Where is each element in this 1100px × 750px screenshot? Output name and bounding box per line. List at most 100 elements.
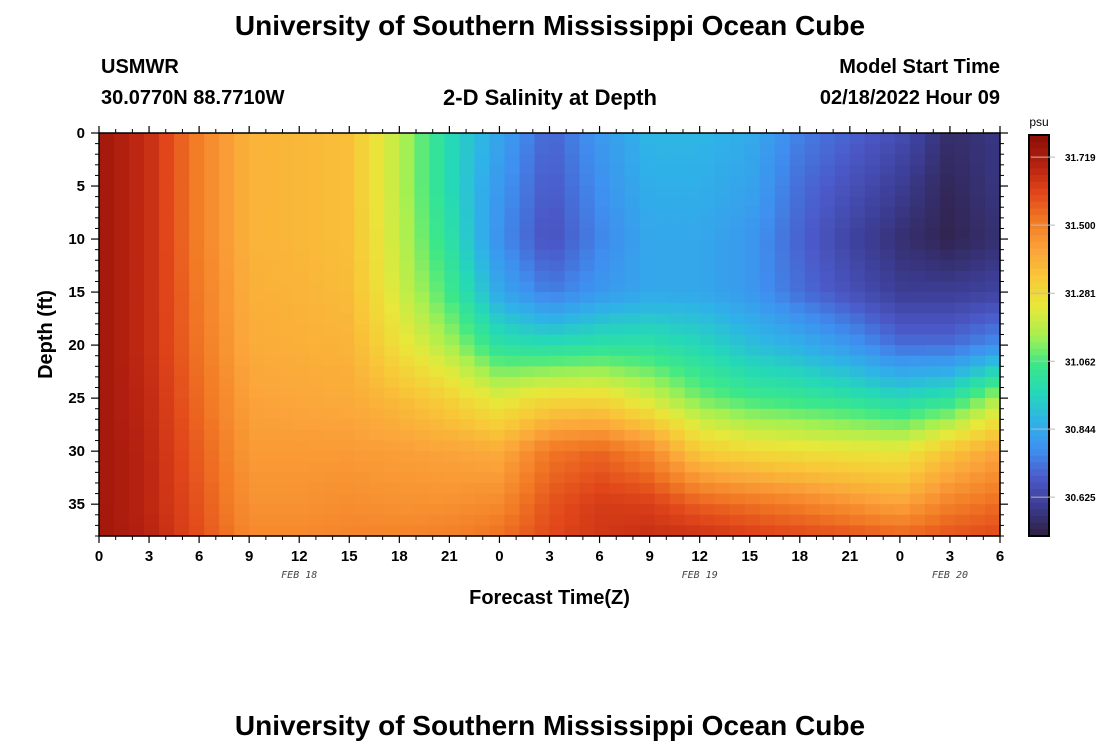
colorbar-segment: [1029, 155, 1049, 163]
heatmap-cell: [564, 398, 581, 410]
heatmap-cell: [474, 429, 491, 442]
heatmap-cell: [579, 196, 596, 208]
heatmap-cell: [939, 472, 956, 484]
heatmap-cell: [504, 376, 521, 389]
heatmap-cell: [954, 207, 971, 219]
heatmap-cell: [489, 217, 506, 230]
heatmap-cell: [549, 387, 566, 399]
heatmap-cell: [174, 292, 190, 304]
heatmap-cell: [429, 281, 445, 293]
heatmap-cell: [774, 175, 791, 187]
heatmap-cell: [669, 281, 686, 293]
heatmap-cell: [264, 196, 280, 208]
heatmap-cell: [384, 249, 400, 261]
colorbar-tick-label: 31.500: [1065, 221, 1096, 232]
heatmap-cell: [129, 270, 145, 283]
heatmap-cell: [924, 133, 941, 145]
heatmap-cell: [759, 376, 776, 389]
heatmap-cell: [924, 429, 941, 442]
heatmap-cell: [189, 260, 205, 272]
heatmap-cell: [444, 355, 460, 367]
colorbar-segment: [1029, 288, 1049, 296]
heatmap-cell: [294, 429, 310, 442]
heatmap-cell: [819, 186, 836, 198]
heatmap-cell: [354, 525, 370, 537]
heatmap-cell: [639, 345, 656, 357]
heatmap-cell: [339, 376, 355, 389]
heatmap-cell: [909, 143, 926, 155]
heatmap-cell: [429, 514, 445, 526]
heatmap-cell: [474, 228, 491, 240]
heatmap-cell: [99, 355, 115, 367]
heatmap-cell: [504, 514, 521, 526]
heatmap-cell: [744, 249, 761, 261]
heatmap-cell: [414, 270, 430, 283]
heatmap-cell: [654, 281, 671, 293]
heatmap-cell: [204, 292, 220, 304]
heatmap-cell: [729, 323, 746, 336]
heatmap-cell: [909, 228, 926, 240]
heatmap-cell: [579, 472, 596, 484]
heatmap-cell: [519, 196, 536, 208]
heatmap-cell: [969, 398, 986, 410]
heatmap-cell: [939, 451, 956, 463]
heatmap-cell: [399, 207, 415, 219]
heatmap-cell: [789, 323, 806, 336]
heatmap-cell: [729, 292, 746, 304]
heatmap-cell: [339, 493, 355, 505]
heatmap-cell: [924, 366, 941, 378]
heatmap-cell: [864, 133, 881, 145]
heatmap-cell: [129, 196, 145, 208]
heatmap-cell: [99, 440, 115, 452]
heatmap-cell: [384, 472, 400, 484]
colorbar-segment: [1029, 308, 1049, 317]
heatmap-cell: [894, 323, 911, 336]
heatmap-cell: [819, 334, 836, 346]
colorbar-segment: [1029, 228, 1049, 236]
y-axis-label: Depth (ft): [35, 290, 57, 379]
heatmap-cell: [969, 461, 986, 473]
heatmap-cell: [369, 376, 385, 389]
heatmap-cell: [924, 164, 941, 177]
heatmap-cell: [609, 472, 626, 484]
heatmap-cell: [804, 323, 821, 336]
heatmap-cell: [624, 154, 641, 166]
heatmap-cell: [939, 429, 956, 442]
heatmap-cell: [279, 482, 295, 495]
heatmap-cell: [384, 376, 400, 389]
heatmap-cell: [504, 387, 521, 399]
heatmap-cell: [669, 366, 686, 378]
heatmap-cell: [414, 334, 430, 346]
heatmap-cell: [219, 440, 235, 452]
heatmap-cell: [174, 451, 190, 463]
heatmap-cell: [654, 451, 671, 463]
heatmap-cell: [354, 482, 370, 495]
heatmap-cell: [909, 175, 926, 187]
heatmap-cell: [684, 228, 701, 240]
heatmap-cell: [969, 408, 986, 420]
heatmap-cell: [264, 323, 280, 336]
heatmap-cell: [159, 398, 175, 410]
heatmap-cell: [129, 398, 145, 410]
heatmap-cell: [654, 493, 671, 505]
heatmap-cell: [969, 164, 986, 177]
heatmap-cell: [879, 228, 896, 240]
heatmap-cell: [324, 164, 340, 177]
heatmap-cell: [384, 260, 400, 272]
heatmap-cell: [129, 440, 145, 452]
heatmap-cell: [699, 525, 716, 537]
heatmap-cell: [324, 345, 340, 357]
heatmap-cell: [489, 164, 506, 177]
heatmap-cell: [459, 525, 476, 537]
heatmap-cell: [99, 249, 115, 261]
heatmap-cell: [234, 323, 250, 336]
heatmap-cell: [864, 270, 881, 283]
heatmap-cell: [474, 207, 491, 219]
heatmap-cell: [504, 217, 521, 230]
heatmap-cell: [939, 133, 956, 145]
heatmap-cell: [144, 334, 160, 346]
heatmap-cell: [129, 345, 145, 357]
heatmap-cell: [954, 217, 971, 230]
heatmap-cell: [744, 514, 761, 526]
heatmap-cell: [189, 323, 205, 336]
